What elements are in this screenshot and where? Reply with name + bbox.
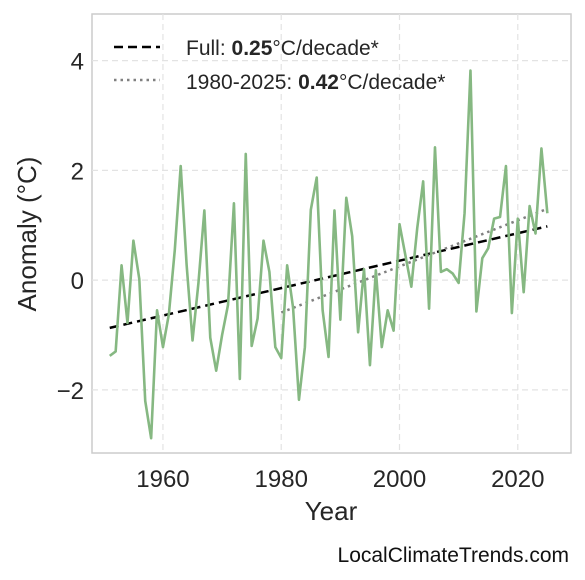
full-trend-line: [109, 225, 548, 330]
legend-recent-suffix: °C/decade*: [339, 71, 445, 94]
legend-recent-prefix: 1980-2025:: [186, 71, 298, 94]
series: [108, 69, 549, 440]
recent-trend-line: [280, 207, 548, 314]
x-tick-label: 2000: [373, 466, 426, 493]
y-tick-label: 2: [71, 158, 84, 185]
legend-full-prefix: Full:: [186, 37, 232, 60]
x-axis-title: Year: [305, 496, 358, 526]
x-tick-label: 1960: [136, 466, 189, 493]
legend-full-suffix: °C/decade*: [272, 37, 378, 60]
legend: Full: 0.25°C/decade* 1980-2025: 0.42°C/d…: [114, 37, 445, 94]
series-line: [108, 69, 549, 440]
grid: [92, 14, 571, 453]
legend-label-full: Full: 0.25°C/decade*: [186, 37, 379, 60]
legend-label-recent: 1980-2025: 0.42°C/decade*: [186, 71, 445, 94]
y-tick-label: 0: [71, 268, 84, 295]
trend-lines: [109, 207, 548, 330]
y-tick-label: 4: [71, 49, 84, 76]
legend-recent-value: 0.42: [298, 71, 339, 94]
tick-labels: 1960 1980 2000 2020 −2 0 2 4: [57, 49, 545, 493]
watermark: LocalClimateTrends.com: [337, 544, 569, 567]
y-axis-title: Anomaly (°C): [12, 157, 42, 312]
legend-full-value: 0.25: [232, 37, 273, 60]
x-tick-label: 2020: [491, 466, 544, 493]
x-tick-label: 1980: [255, 466, 308, 493]
y-tick-label: −2: [57, 378, 84, 405]
